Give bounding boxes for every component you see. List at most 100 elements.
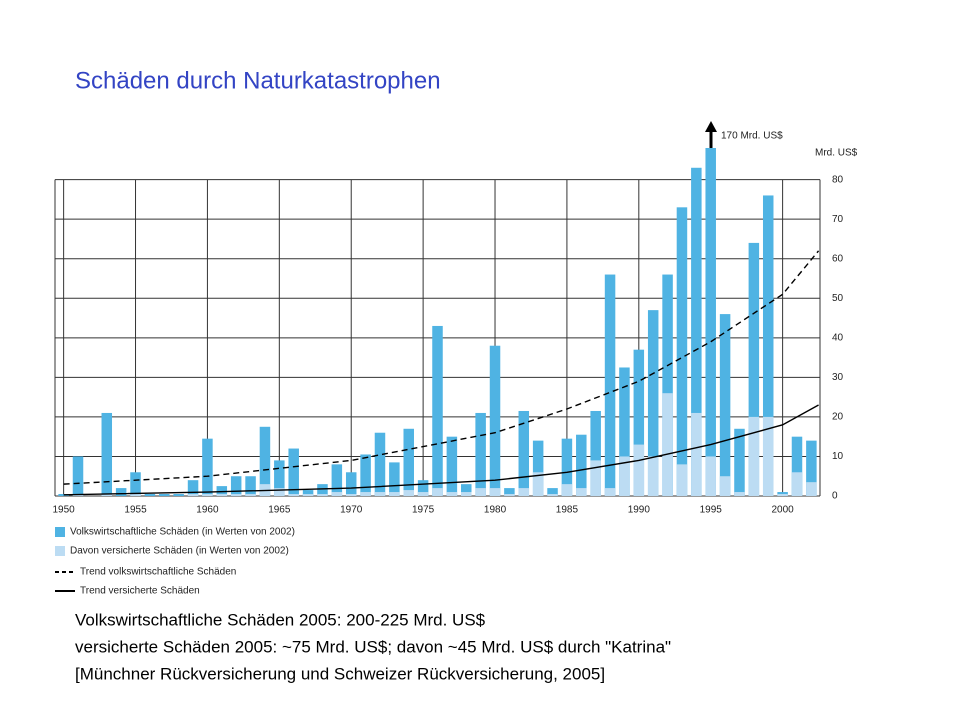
legend-swatch bbox=[55, 546, 65, 556]
bar bbox=[791, 472, 803, 496]
bar bbox=[101, 412, 113, 496]
bar bbox=[259, 426, 271, 496]
bar bbox=[762, 195, 774, 497]
bar bbox=[101, 494, 113, 496]
bar bbox=[288, 448, 299, 496]
note: [Münchner Rückversicherung und Schweizer… bbox=[75, 664, 605, 683]
bar bbox=[532, 440, 544, 496]
bar bbox=[676, 207, 688, 496]
y-tick-label: 50 bbox=[832, 293, 844, 304]
x-tick-label: 2000 bbox=[771, 505, 794, 516]
bar bbox=[446, 436, 458, 496]
x-tick-label: 1975 bbox=[412, 505, 435, 516]
y-tick-label: 70 bbox=[832, 214, 844, 225]
bar bbox=[360, 454, 371, 496]
legend-label: Davon versicherte Schäden (in Werten von… bbox=[70, 546, 289, 557]
bar bbox=[532, 472, 544, 496]
bar bbox=[806, 482, 817, 496]
bar bbox=[734, 428, 745, 496]
bar bbox=[331, 464, 343, 496]
x-tick-label: 1995 bbox=[700, 505, 723, 516]
x-tick-label: 1960 bbox=[196, 505, 219, 516]
bar bbox=[719, 476, 731, 496]
bar bbox=[748, 242, 760, 496]
y-tick-label: 40 bbox=[832, 332, 844, 343]
bar bbox=[547, 488, 558, 496]
bar bbox=[115, 488, 127, 496]
bar bbox=[719, 314, 731, 496]
bar bbox=[604, 488, 616, 496]
bar bbox=[619, 456, 630, 496]
bar bbox=[432, 488, 443, 496]
bar bbox=[202, 438, 213, 496]
bar bbox=[302, 490, 314, 496]
y-tick-label: 20 bbox=[832, 412, 844, 423]
annotation: 170 Mrd. US$ bbox=[721, 131, 783, 142]
bar bbox=[159, 494, 170, 496]
bar bbox=[489, 488, 501, 496]
bar bbox=[590, 460, 601, 496]
bar bbox=[676, 464, 688, 496]
bar bbox=[432, 325, 443, 496]
bar bbox=[576, 488, 587, 496]
bar bbox=[691, 167, 702, 497]
bar bbox=[547, 494, 558, 496]
bar bbox=[691, 412, 702, 496]
bar bbox=[417, 480, 429, 496]
bar bbox=[187, 480, 199, 496]
legend-label: Volkswirtschaftliche Schäden (in Werten … bbox=[70, 527, 295, 538]
bar bbox=[216, 494, 228, 496]
bar bbox=[777, 492, 788, 496]
bar bbox=[230, 494, 242, 496]
bar bbox=[389, 462, 400, 496]
bar bbox=[518, 488, 530, 496]
bar bbox=[619, 367, 630, 496]
bar bbox=[461, 492, 472, 496]
y-tick-label: 80 bbox=[832, 174, 844, 185]
x-tick-label: 1950 bbox=[53, 505, 76, 516]
arrow-head bbox=[705, 121, 717, 132]
bar bbox=[374, 432, 386, 496]
bar bbox=[144, 494, 156, 496]
bar bbox=[647, 310, 659, 496]
bar bbox=[777, 494, 788, 496]
bar bbox=[705, 148, 716, 496]
legend-label: Trend versicherte Schäden bbox=[80, 586, 200, 597]
bar bbox=[72, 456, 84, 496]
bar bbox=[130, 494, 141, 496]
y-tick-label: 60 bbox=[832, 253, 844, 264]
bar bbox=[417, 492, 429, 496]
x-tick-label: 1990 bbox=[628, 505, 651, 516]
title: Schäden durch Naturkatastrophen bbox=[75, 67, 441, 94]
bar bbox=[274, 488, 285, 496]
bar bbox=[245, 476, 256, 496]
bar bbox=[130, 472, 141, 496]
bar bbox=[504, 488, 515, 496]
bar bbox=[288, 494, 299, 496]
bar bbox=[633, 349, 645, 496]
bar bbox=[590, 410, 601, 496]
bar bbox=[489, 345, 501, 496]
legend-label: Trend volkswirtschaftliche Schäden bbox=[80, 567, 236, 578]
trend-line bbox=[63, 404, 819, 496]
bar bbox=[389, 492, 400, 496]
bar bbox=[317, 494, 328, 496]
bar bbox=[791, 436, 803, 496]
bar bbox=[561, 438, 573, 496]
bar bbox=[331, 492, 343, 496]
bar bbox=[230, 476, 242, 496]
x-tick-label: 1980 bbox=[484, 505, 507, 516]
bar bbox=[748, 416, 760, 496]
bar bbox=[345, 472, 357, 496]
note: Volkswirtschaftliche Schäden 2005: 200-2… bbox=[75, 610, 486, 629]
bar bbox=[576, 434, 587, 496]
bar bbox=[633, 444, 645, 496]
bar bbox=[705, 456, 716, 496]
bar bbox=[475, 412, 486, 496]
bar bbox=[374, 492, 386, 496]
bar bbox=[202, 494, 213, 496]
y-axis-label: Mrd. US$ bbox=[815, 148, 858, 159]
bar bbox=[504, 494, 515, 496]
bar bbox=[187, 494, 199, 496]
